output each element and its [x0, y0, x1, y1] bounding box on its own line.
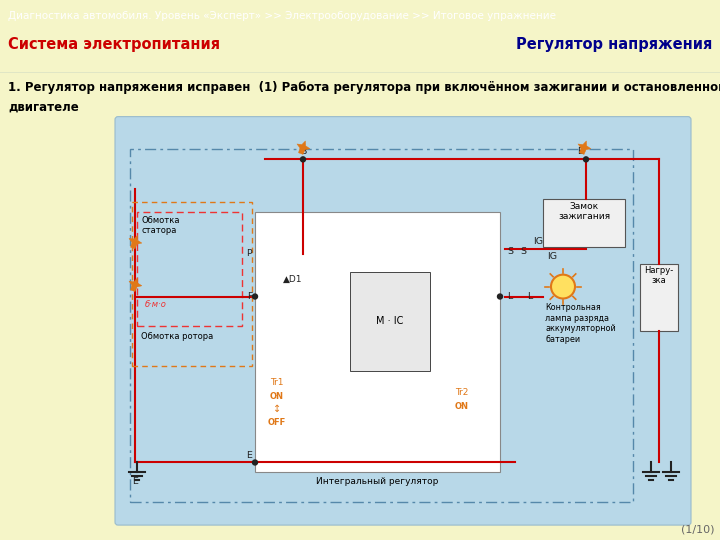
Circle shape [583, 157, 588, 162]
Bar [132, 202, 252, 366]
Text: Регулятор напряжения: Регулятор напряжения [516, 37, 712, 52]
Text: M · IC: M · IC [377, 316, 404, 326]
Text: ↕: ↕ [273, 404, 281, 414]
Text: E: E [132, 477, 138, 487]
Circle shape [253, 460, 258, 465]
Text: двигателе: двигателе [8, 101, 78, 114]
Circle shape [300, 157, 305, 162]
Text: Система электропитания: Система электропитания [8, 37, 220, 52]
Text: S: S [520, 247, 526, 256]
Bar [543, 199, 625, 247]
Circle shape [498, 294, 503, 299]
Text: P: P [246, 249, 252, 258]
Text: Контрольная
лампа разряда
аккумуляторной
батареи: Контрольная лампа разряда аккумуляторной… [545, 303, 616, 343]
Text: E: E [246, 451, 252, 461]
Circle shape [551, 275, 575, 299]
Text: L: L [527, 292, 532, 301]
Text: Диагностика автомобиля. Уровень «Эксперт» >> Электрооборудование >> Итоговое упр: Диагностика автомобиля. Уровень «Эксперт… [8, 11, 556, 21]
Text: ▲D1: ▲D1 [283, 275, 302, 284]
Text: F: F [247, 292, 252, 301]
FancyBboxPatch shape [115, 117, 691, 525]
Text: Обмотка ротора: Обмотка ротора [141, 332, 213, 341]
Text: Замок
зажигания: Замок зажигания [558, 202, 610, 221]
Text: B: B [300, 147, 306, 157]
Text: S: S [507, 247, 513, 256]
Text: OFF: OFF [268, 418, 286, 427]
Polygon shape [297, 141, 310, 154]
Text: ON: ON [455, 402, 469, 411]
Text: Tr1: Tr1 [270, 378, 284, 387]
Polygon shape [129, 235, 142, 249]
Circle shape [253, 294, 258, 299]
Bar [640, 264, 678, 332]
Polygon shape [129, 278, 142, 292]
Polygon shape [578, 141, 591, 154]
Text: IG: IG [533, 237, 543, 246]
Bar [130, 150, 633, 502]
Text: Нагру-
зка: Нагру- зка [644, 266, 674, 285]
Text: IG: IG [547, 252, 557, 261]
Text: Интегральный регулятор: Интегральный регулятор [316, 477, 438, 487]
Bar [350, 272, 430, 371]
Bar [255, 212, 500, 472]
Text: B: B [577, 147, 584, 157]
Text: L: L [507, 292, 512, 301]
Text: Обмотка
статора: Обмотка статора [141, 216, 179, 235]
Text: б·м·о: б·м·о [145, 300, 167, 309]
Text: Tr2: Tr2 [455, 388, 469, 397]
Text: 1. Регулятор напряжения исправен  (1) Работа регулятора при включённом зажигании: 1. Регулятор напряжения исправен (1) Раб… [8, 81, 720, 94]
Text: (1/10): (1/10) [680, 524, 714, 534]
Bar [137, 212, 242, 326]
Text: ON: ON [270, 392, 284, 401]
